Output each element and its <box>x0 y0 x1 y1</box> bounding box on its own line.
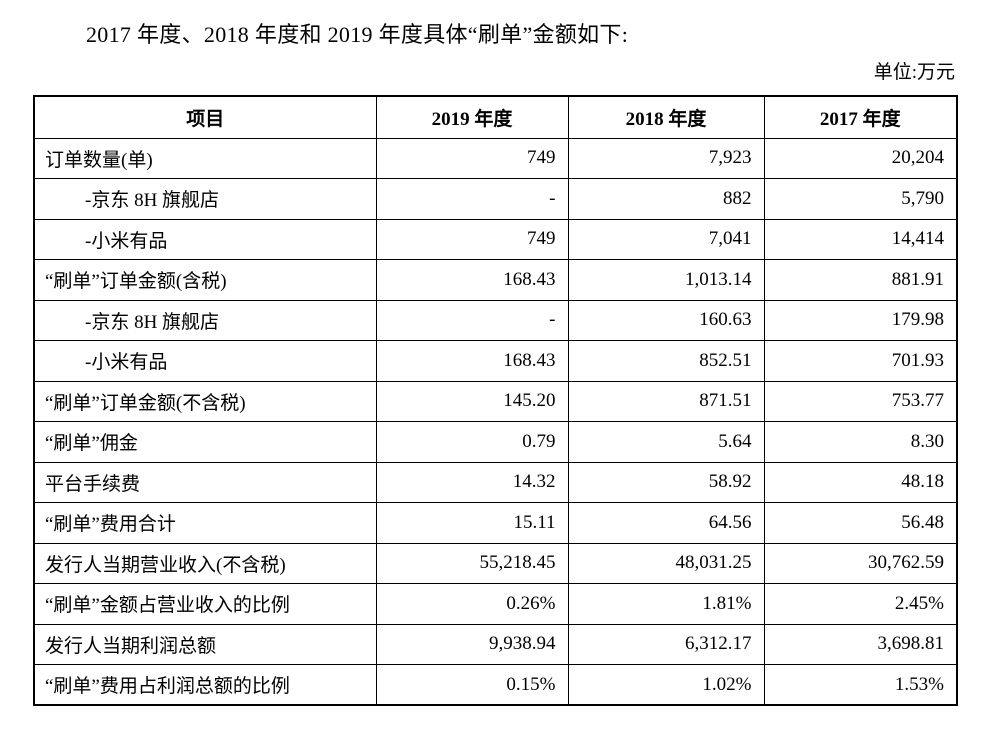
value-2019: 145.20 <box>375 380 569 422</box>
table-row: 发行人当期利润总额 9,938.94 6,312.17 3,698.81 <box>33 623 958 665</box>
table-row: -小米有品 749 7,041 14,414 <box>33 218 958 260</box>
value-2018: 58.92 <box>567 461 765 503</box>
table-header-row: 项目 2019 年度 2018 年度 2017 年度 <box>33 95 958 139</box>
value-2018: 6,312.17 <box>567 623 765 665</box>
table-row: -京东 8H 旗舰店 - 160.63 179.98 <box>33 299 958 341</box>
value-2018: 852.51 <box>567 340 765 382</box>
value-2019: 55,218.45 <box>375 542 569 584</box>
value-2017: 14,414 <box>763 218 958 260</box>
value-2018: 160.63 <box>567 299 765 341</box>
value-2017: 753.77 <box>763 380 958 422</box>
value-2017: 3,698.81 <box>763 623 958 665</box>
header-year-2019: 2019 年度 <box>375 95 569 139</box>
table-row: “刷单”费用合计 15.11 64.56 56.48 <box>33 502 958 544</box>
value-2019: 168.43 <box>375 259 569 301</box>
value-2019: 15.11 <box>375 502 569 544</box>
value-2019: 0.26% <box>375 583 569 625</box>
value-2019: 0.15% <box>375 664 569 706</box>
row-label: -小米有品 <box>33 340 377 382</box>
value-2017: 179.98 <box>763 299 958 341</box>
value-2018: 48,031.25 <box>567 542 765 584</box>
shuadan-amount-table: 项目 2019 年度 2018 年度 2017 年度 订单数量(单) 749 7… <box>33 95 958 706</box>
value-2019: 168.43 <box>375 340 569 382</box>
value-2017: 8.30 <box>763 421 958 463</box>
table-row: -京东 8H 旗舰店 - 882 5,790 <box>33 178 958 220</box>
table-row: “刷单”费用占利润总额的比例 0.15% 1.02% 1.53% <box>33 664 958 706</box>
header-item: 项目 <box>33 95 377 139</box>
row-label: 订单数量(单) <box>33 137 377 179</box>
row-label: -京东 8H 旗舰店 <box>33 299 377 341</box>
document-title: 2017 年度、2018 年度和 2019 年度具体“刷单”金额如下: <box>86 22 629 47</box>
value-2019: 749 <box>375 137 569 179</box>
value-2019: - <box>375 299 569 341</box>
value-2019: 9,938.94 <box>375 623 569 665</box>
table-row: 发行人当期营业收入(不含税) 55,218.45 48,031.25 30,76… <box>33 542 958 584</box>
table-row: “刷单”订单金额(不含税) 145.20 871.51 753.77 <box>33 380 958 422</box>
value-2019: 749 <box>375 218 569 260</box>
value-2017: 48.18 <box>763 461 958 503</box>
value-2017: 2.45% <box>763 583 958 625</box>
value-2019: 0.79 <box>375 421 569 463</box>
value-2017: 30,762.59 <box>763 542 958 584</box>
value-2017: 20,204 <box>763 137 958 179</box>
value-2018: 1,013.14 <box>567 259 765 301</box>
value-2019: 14.32 <box>375 461 569 503</box>
value-2018: 1.02% <box>567 664 765 706</box>
value-2018: 7,041 <box>567 218 765 260</box>
row-label: “刷单”佣金 <box>33 421 377 463</box>
header-year-2018: 2018 年度 <box>567 95 765 139</box>
row-label: “刷单”订单金额(不含税) <box>33 380 377 422</box>
row-label: 发行人当期利润总额 <box>33 623 377 665</box>
value-2017: 56.48 <box>763 502 958 544</box>
value-2017: 1.53% <box>763 664 958 706</box>
row-label: 平台手续费 <box>33 461 377 503</box>
value-2018: 7,923 <box>567 137 765 179</box>
unit-label: 单位:万元 <box>873 62 955 83</box>
header-year-2017: 2017 年度 <box>763 95 958 139</box>
row-label: “刷单”费用占利润总额的比例 <box>33 664 377 706</box>
table-row: 订单数量(单) 749 7,923 20,204 <box>33 137 958 179</box>
value-2017: 701.93 <box>763 340 958 382</box>
table-row: “刷单”佣金 0.79 5.64 8.30 <box>33 421 958 463</box>
row-label: -小米有品 <box>33 218 377 260</box>
value-2018: 64.56 <box>567 502 765 544</box>
value-2017: 881.91 <box>763 259 958 301</box>
value-2018: 871.51 <box>567 380 765 422</box>
value-2018: 1.81% <box>567 583 765 625</box>
row-label: “刷单”费用合计 <box>33 502 377 544</box>
table-row: “刷单”金额占营业收入的比例 0.26% 1.81% 2.45% <box>33 583 958 625</box>
value-2018: 5.64 <box>567 421 765 463</box>
row-label: “刷单”金额占营业收入的比例 <box>33 583 377 625</box>
value-2018: 882 <box>567 178 765 220</box>
row-label: “刷单”订单金额(含税) <box>33 259 377 301</box>
row-label: -京东 8H 旗舰店 <box>33 178 377 220</box>
row-label: 发行人当期营业收入(不含税) <box>33 542 377 584</box>
value-2017: 5,790 <box>763 178 958 220</box>
table-row: “刷单”订单金额(含税) 168.43 1,013.14 881.91 <box>33 259 958 301</box>
table-row: 平台手续费 14.32 58.92 48.18 <box>33 461 958 503</box>
value-2019: - <box>375 178 569 220</box>
table-row: -小米有品 168.43 852.51 701.93 <box>33 340 958 382</box>
